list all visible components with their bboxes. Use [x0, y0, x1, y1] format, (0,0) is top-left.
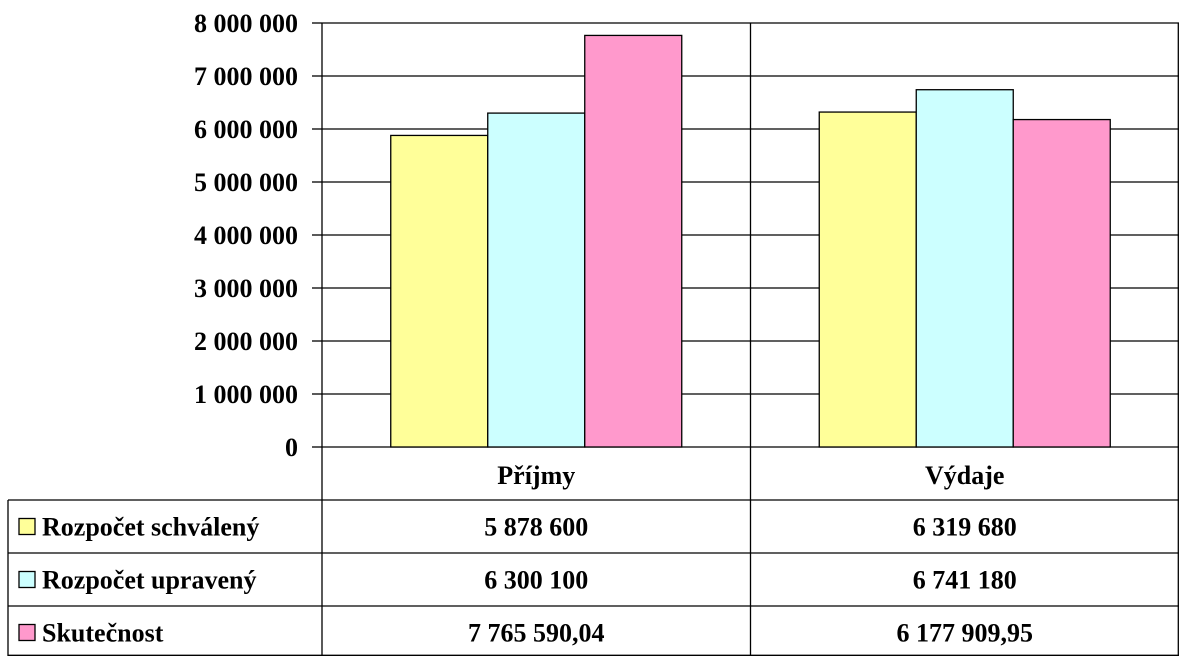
data-label-skutecnost-vydaje: 6 177 909,95	[897, 619, 1034, 648]
legend-swatch-skutecnost	[18, 623, 36, 642]
bar-skutecnost-prijmy	[584, 34, 683, 448]
data-label-rozpocet-upraveny-vydaje: 6 741 180	[913, 566, 1017, 595]
y-axis-tick-labels: 0 1 000 000 2 000 000 3 000 000 4 000 000 5 0…	[194, 9, 298, 462]
axes	[321, 23, 1179, 656]
legend-swatch-rozpocet-schvaleny	[18, 517, 36, 536]
y-tick-label: 3 000 000	[194, 274, 298, 303]
bars	[390, 34, 1111, 448]
y-tick-label: 2 000 000	[194, 327, 298, 356]
y-tick-label: 1 000 000	[194, 380, 298, 409]
data-label-rozpocet-upraveny-prijmy: 6 300 100	[484, 566, 588, 595]
category-label-vydaje: Výdaje	[925, 461, 1004, 490]
legend-label-skutecnost: Skutečnost	[42, 619, 164, 648]
y-tick-label: 0	[285, 433, 298, 462]
bar-rozpocet-schvaleny-prijmy	[390, 134, 489, 448]
bar-rozpocet-upraveny-vydaje	[915, 89, 1014, 448]
data-label-rozpocet-schvaleny-prijmy: 5 878 600	[484, 513, 588, 542]
y-tick-label: 6 000 000	[194, 115, 298, 144]
y-tick-label: 4 000 000	[194, 221, 298, 250]
legend-swatch-rozpocet-upraveny	[18, 570, 36, 589]
data-table: Příjmy Výdaje Rozpočet schválený 5 878 600 6…	[7, 461, 1179, 656]
bar-rozpocet-schvaleny-vydaje	[818, 111, 917, 448]
y-tick-label: 5 000 000	[194, 168, 298, 197]
y-tick-label: 8 000 000	[194, 9, 298, 38]
y-tick-label: 7 000 000	[194, 62, 298, 91]
data-label-skutecnost-prijmy: 7 765 590,04	[468, 619, 605, 648]
category-label-prijmy: Příjmy	[497, 461, 575, 490]
data-label-rozpocet-schvaleny-vydaje: 6 319 680	[913, 513, 1017, 542]
bar-rozpocet-upraveny-prijmy	[487, 112, 586, 448]
legend-label-rozpocet-upraveny: Rozpočet upravený	[42, 566, 256, 595]
legend-label-rozpocet-schvaleny: Rozpočet schválený	[42, 513, 259, 542]
bar-skutecnost-vydaje	[1012, 118, 1111, 448]
